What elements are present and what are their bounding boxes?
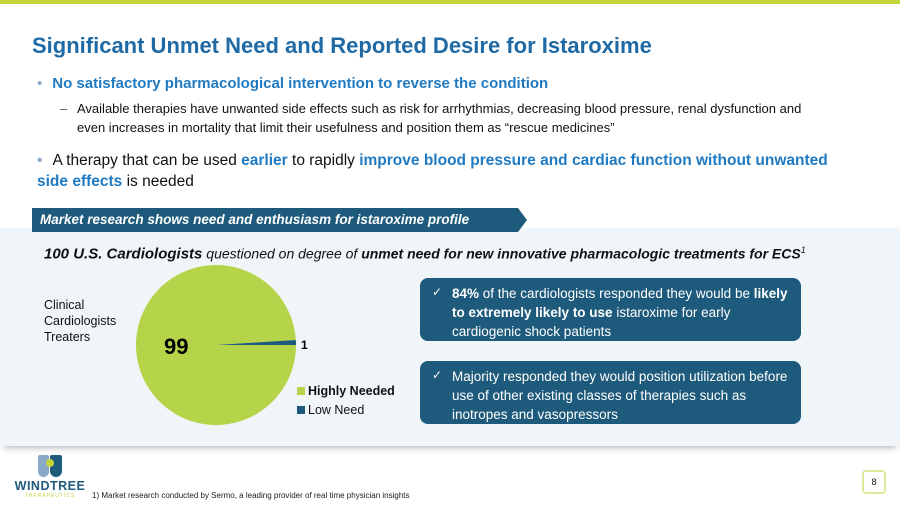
b2-highlight-2: improve blood pressure and cardiac funct…	[37, 152, 828, 190]
box1-text: of the cardiologists responded they woul…	[479, 286, 754, 301]
legend-item: Highly Needed	[297, 384, 395, 398]
slide-title: Significant Unmet Need and Reported Desi…	[32, 33, 652, 58]
b2-text: is needed	[122, 173, 194, 190]
logo-wordmark: WINDTREE	[14, 479, 86, 493]
chart-subheading: 100 U.S. Cardiologists questioned on deg…	[44, 245, 806, 263]
bullet-1-text: No satisfactory pharmacological interven…	[52, 75, 549, 92]
b2-highlight-1: earlier	[241, 152, 288, 169]
data-label-low-need: 1	[301, 338, 308, 352]
check-icon: ✓	[432, 285, 443, 299]
box1-text-2: istaroxime for early cardiogenic shock p…	[452, 305, 731, 339]
pie-slice-highly-needed	[136, 265, 296, 426]
bullet-1-sub: – Available therapies have unwanted side …	[60, 99, 820, 137]
box1-bold-2: likely to extremely likely to use	[452, 286, 788, 320]
legend-swatch	[297, 406, 305, 414]
callout-84-percent: ✓ 84% of the cardiologists responded they…	[420, 278, 801, 341]
legend-swatch	[297, 387, 305, 395]
group-label: Clinical Cardiologists Treaters	[44, 298, 117, 344]
footnote-ref: 1	[800, 245, 806, 255]
check-icon: ✓	[432, 368, 443, 382]
logo-subtitle: THERAPEUTICS	[24, 493, 76, 499]
pie-chart: 99 1	[136, 265, 308, 426]
bullet-2: • A therapy that can be used earlier to r…	[37, 152, 828, 190]
legend-label: Low Need	[308, 403, 365, 417]
subhead-bold: 100 U.S. Cardiologists	[44, 245, 203, 263]
box2-text: Majority responded they would position u…	[452, 369, 788, 422]
b2-text: to rapidly	[287, 152, 360, 169]
page-number: 8	[862, 470, 886, 494]
pie-slice-low-need	[216, 339, 296, 345]
chart-legend: Highly Needed Low Need	[297, 384, 395, 422]
top-accent-bar	[0, 0, 900, 4]
subhead-bold-2: unmet need for new innovative pharmacolo…	[361, 245, 801, 262]
windtree-logo: WINDTREE THERAPEUTICS	[14, 455, 86, 499]
legend-item: Low Need	[297, 403, 395, 417]
subhead-text: questioned on degree of	[202, 245, 362, 262]
bullet-1-sub-text: Available therapies have unwanted side e…	[77, 101, 802, 135]
tree-logo-icon	[38, 455, 62, 477]
callout-positioning: ✓ Majority responded they would position …	[420, 361, 801, 424]
section-banner: Market research shows need and enthusias…	[32, 208, 527, 232]
footnote: 1) Market research conducted by Sermo, a…	[92, 491, 410, 500]
data-label-highly-needed: 99	[164, 334, 188, 359]
b2-text: A therapy that can be used	[52, 152, 242, 169]
bullet-1: • No satisfactory pharmacological interve…	[37, 75, 549, 92]
legend-label: Highly Needed	[308, 384, 395, 398]
box1-bold: 84%	[452, 286, 480, 301]
